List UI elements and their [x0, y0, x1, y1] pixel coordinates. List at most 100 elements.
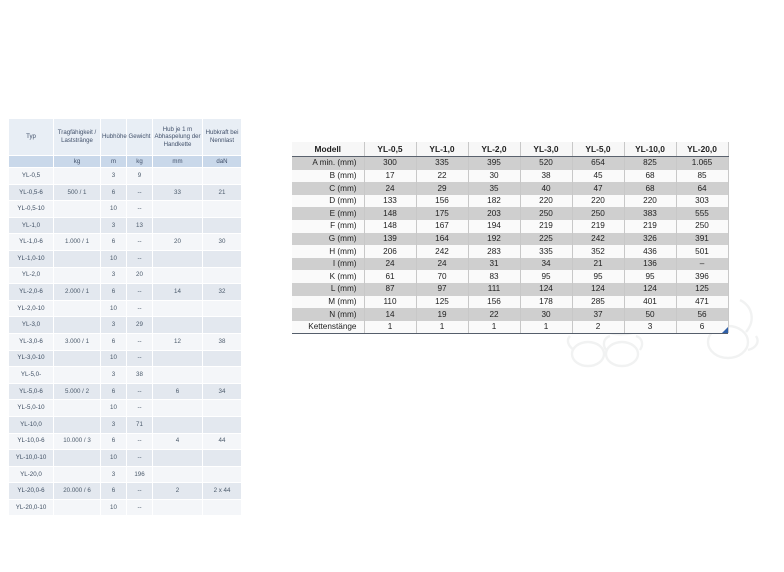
right-col-header-model: YL-2,0: [467, 142, 521, 157]
table-row: YL-1,0 3 13: [8, 216, 242, 235]
table-cell: 3.000 / 1: [53, 332, 101, 351]
table-cell: 50: [623, 308, 677, 321]
table-cell: 3: [100, 167, 127, 185]
table-cell: 156: [467, 295, 521, 309]
table-cell: 352: [571, 245, 625, 258]
table-cell: --: [126, 299, 153, 318]
table-cell: 3: [100, 366, 127, 384]
table-row: YL-0,5-10 10 --: [8, 200, 242, 218]
row-label: D (mm): [292, 194, 365, 208]
cell-typ: YL-1,0: [8, 216, 54, 235]
table-cell: 68: [623, 182, 677, 195]
cell-typ: YL-10,0: [8, 415, 54, 434]
table-cell: --: [126, 382, 153, 401]
table-cell: [202, 167, 242, 185]
table-cell: 13: [126, 216, 153, 235]
table-row: YL-0,5 3 9: [8, 167, 242, 185]
table-cell: 21: [202, 183, 242, 202]
table-cell: 71: [126, 415, 153, 434]
table-cell: 10: [100, 349, 127, 368]
table-row: YL-20,0-10 10 --: [8, 498, 242, 517]
table-cell: --: [126, 332, 153, 351]
table-cell: [152, 415, 203, 434]
table-cell: [202, 200, 242, 218]
table-cell: 136: [623, 257, 677, 271]
table-cell: 6: [100, 283, 127, 301]
row-label: L (mm): [292, 282, 365, 296]
table-resize-handle[interactable]: [722, 327, 728, 333]
table-cell: 148: [363, 207, 417, 220]
table-cell: 383: [623, 207, 677, 220]
table-cell: 2.000 / 1: [53, 283, 101, 301]
row-label: H (mm): [292, 245, 365, 258]
table-row: I (mm) 24 24 31 34 21 136–: [292, 257, 729, 271]
table-cell: 182: [467, 194, 521, 208]
table-cell: 242: [415, 245, 469, 258]
table-cell: [53, 465, 101, 484]
cell-typ: YL-20,0-6: [8, 482, 54, 500]
table-row: C (mm) 24 29 35 40 47 68 64: [292, 182, 729, 195]
table-cell: 1: [467, 320, 521, 334]
table-cell: 95: [623, 270, 677, 283]
table-row: L (mm) 87 97 111 124 124 124 125: [292, 282, 729, 296]
row-label: A min. (mm): [292, 156, 365, 170]
table-cell: [152, 200, 203, 218]
table-cell: [152, 167, 203, 185]
table-cell: 17: [363, 169, 417, 183]
table-cell: 206: [363, 245, 417, 258]
table-cell: 56: [675, 308, 729, 321]
table-row: Kettenstänge 1 1 1 1 2 3 6: [292, 320, 729, 334]
cell-typ: YL-5,0-6: [8, 382, 54, 401]
table-cell: 68: [623, 169, 677, 183]
table-cell: 219: [519, 219, 573, 233]
table-cell: 20.000 / 6: [53, 482, 101, 500]
row-label: F (mm): [292, 219, 365, 233]
left-table-container: Typ Tragfähigkeit / Laststränge Hubhöhe …: [8, 118, 242, 517]
right-col-header-model: YL-1,0: [415, 142, 469, 157]
table-cell: 6: [152, 382, 203, 401]
table-cell: 38: [202, 332, 242, 351]
table-cell: 29: [126, 316, 153, 334]
table-cell: 32: [202, 283, 242, 301]
table-cell: 95: [571, 270, 625, 283]
table-cell: 391: [675, 232, 729, 246]
table-row: YL-5,0-10 10 --: [8, 399, 242, 417]
table-cell: 34: [202, 382, 242, 401]
table-cell: 1.065: [675, 156, 729, 170]
table-cell: 64: [675, 182, 729, 195]
table-cell: 34: [519, 257, 573, 271]
row-label: B (mm): [292, 169, 365, 183]
table-row: G (mm) 139 164 192 225 242 326 391: [292, 232, 729, 246]
table-row: YL-5,0- 3 38: [8, 366, 242, 384]
table-cell: 111: [467, 282, 521, 296]
table-cell: [202, 465, 242, 484]
table-cell: 45: [571, 169, 625, 183]
right-table-body: A min. (mm) 300 335 395 520 654 825 1.065 B (mm)…: [292, 156, 729, 334]
table-cell: 6: [675, 320, 729, 334]
table-cell: 1: [415, 320, 469, 334]
table-row: N (mm) 14 19 22 30 37 50 56: [292, 308, 729, 321]
row-label: Kettenstänge: [292, 320, 365, 334]
cell-typ: YL-0,5: [8, 167, 54, 185]
table-cell: 22: [415, 169, 469, 183]
left-table-header-row: Typ Tragfähigkeit / Laststränge Hubhöhe …: [8, 118, 242, 156]
table-cell: 22: [467, 308, 521, 321]
cell-typ: YL-3,0-10: [8, 349, 54, 368]
left-col-header-hubhoehe: Hubhöhe: [100, 118, 127, 156]
table-cell: 6: [100, 233, 127, 251]
table-cell: 6: [100, 482, 127, 500]
table-cell: 326: [623, 232, 677, 246]
table-cell: 156: [415, 194, 469, 208]
table-cell: 124: [623, 282, 677, 296]
table-cell: 219: [623, 219, 677, 233]
table-row: YL-3,0-6 3.000 / 1 6 -- 12 38: [8, 332, 242, 351]
table-cell: 31: [467, 257, 521, 271]
table-cell: 125: [675, 282, 729, 296]
table-cell: 555: [675, 207, 729, 220]
table-cell: [202, 449, 242, 467]
table-cell: [152, 266, 203, 285]
left-table-body: YL-0,5 3 9 YL-0,5-6 500 / 1 6 -- 33 21 YL-0,5-10 1…: [8, 167, 242, 517]
table-cell: 203: [467, 207, 521, 220]
table-cell: 500 / 1: [53, 183, 101, 202]
table-cell: [202, 415, 242, 434]
